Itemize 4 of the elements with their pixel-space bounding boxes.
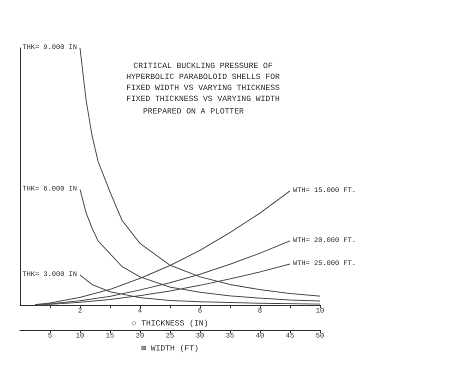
text: CRITICAL BUCKLING PRESSURE OF HYPERBOLIC PARABOLOID SHELLS FOR FIXED WIDTH VS VARYING THICKNESS FIXED THICKNESS VS VARYING WIDTH [126,62,280,104]
x2-axis-title: ⊠ WIDTH (FT) [141,344,199,354]
annotation: PREPARED ON A PLOTTER [143,108,244,116]
x-axis-title: ○ THICKNESS (IN) [132,320,208,328]
